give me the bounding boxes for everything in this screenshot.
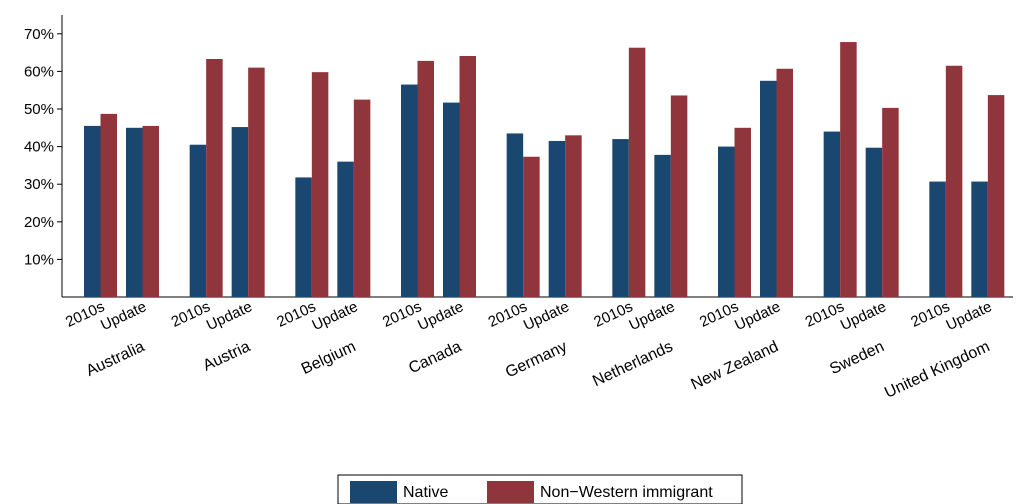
bar-non-western-immigrant — [628, 47, 646, 297]
bar-non-western-immigrant — [670, 95, 688, 298]
bar-native — [189, 144, 207, 297]
bar-native — [718, 146, 735, 297]
bar-native — [126, 127, 143, 297]
legend-box — [337, 474, 743, 504]
bar-native — [337, 161, 354, 297]
bar-native — [929, 181, 946, 297]
group-label: Austria — [201, 338, 253, 374]
bar-non-western-immigrant — [945, 65, 963, 297]
bar-non-western-immigrant — [100, 113, 117, 297]
bar-non-western-immigrant — [142, 125, 159, 297]
bar-native — [823, 131, 841, 297]
bar-non-western-immigrant — [248, 67, 265, 297]
group-label: Australia — [84, 338, 148, 380]
y-tick-label: 20% — [24, 214, 54, 231]
bar-native — [865, 147, 883, 297]
x-tick-label: Update — [521, 298, 572, 334]
legend-label-native: Native — [403, 484, 448, 501]
bar-non-western-immigrant — [565, 135, 582, 297]
bar-native — [971, 181, 988, 297]
bar-non-western-immigrant — [987, 95, 1005, 297]
x-tick-label: Update — [98, 298, 149, 334]
bar-native — [612, 139, 629, 297]
y-tick-label: 30% — [24, 176, 54, 193]
bar-non-western-immigrant — [882, 107, 899, 297]
bar-non-western-immigrant — [353, 99, 371, 297]
bar-non-western-immigrant — [206, 58, 223, 297]
bar-non-western-immigrant — [459, 55, 476, 297]
bar-non-western-immigrant — [417, 60, 434, 297]
bar-non-western-immigrant — [840, 42, 857, 298]
bar-non-western-immigrant — [311, 72, 329, 297]
group-label: New Zealand — [689, 338, 782, 393]
legend-swatch-native — [350, 481, 397, 503]
bar-native — [506, 133, 524, 297]
legend-swatch-non-western-immigrant — [487, 481, 534, 503]
y-tick-label: 10% — [24, 251, 54, 268]
bar-native — [760, 80, 777, 297]
y-tick-label: 40% — [24, 139, 54, 156]
group-label: Belgium — [299, 338, 359, 378]
x-tick-label: Update — [626, 298, 677, 334]
y-tick-label: 50% — [24, 101, 54, 118]
bar-native — [443, 102, 460, 297]
x-tick-label: Update — [732, 298, 783, 334]
x-tick-label: Update — [204, 298, 255, 334]
group-label: Canada — [406, 338, 464, 377]
x-tick-label: Update — [838, 298, 889, 334]
bar-native — [548, 140, 566, 297]
x-tick-label: Update — [309, 298, 360, 334]
group-label: Sweden — [827, 338, 887, 378]
bar-native — [654, 154, 671, 297]
y-tick-label: 70% — [24, 26, 54, 43]
group-label: United Kingdom — [882, 338, 992, 402]
legend-label-non-western-immigrant: Non−Western immigrant — [540, 484, 713, 501]
bar-native — [295, 177, 312, 297]
x-tick-label: Update — [415, 298, 466, 334]
bar-native — [84, 125, 101, 297]
bar-non-western-immigrant — [776, 68, 793, 297]
bars — [84, 42, 1005, 298]
x-tick-label: Update — [943, 298, 994, 334]
group-label: Germany — [503, 338, 570, 381]
bar-non-western-immigrant — [734, 127, 751, 297]
legend: Native Non−Western immigrant — [337, 474, 743, 504]
bar-non-western-immigrant — [523, 156, 540, 297]
bar-native — [231, 127, 249, 297]
bar-native — [401, 84, 418, 297]
group-label: Netherlands — [590, 338, 675, 390]
y-tick-label: 60% — [24, 63, 54, 80]
